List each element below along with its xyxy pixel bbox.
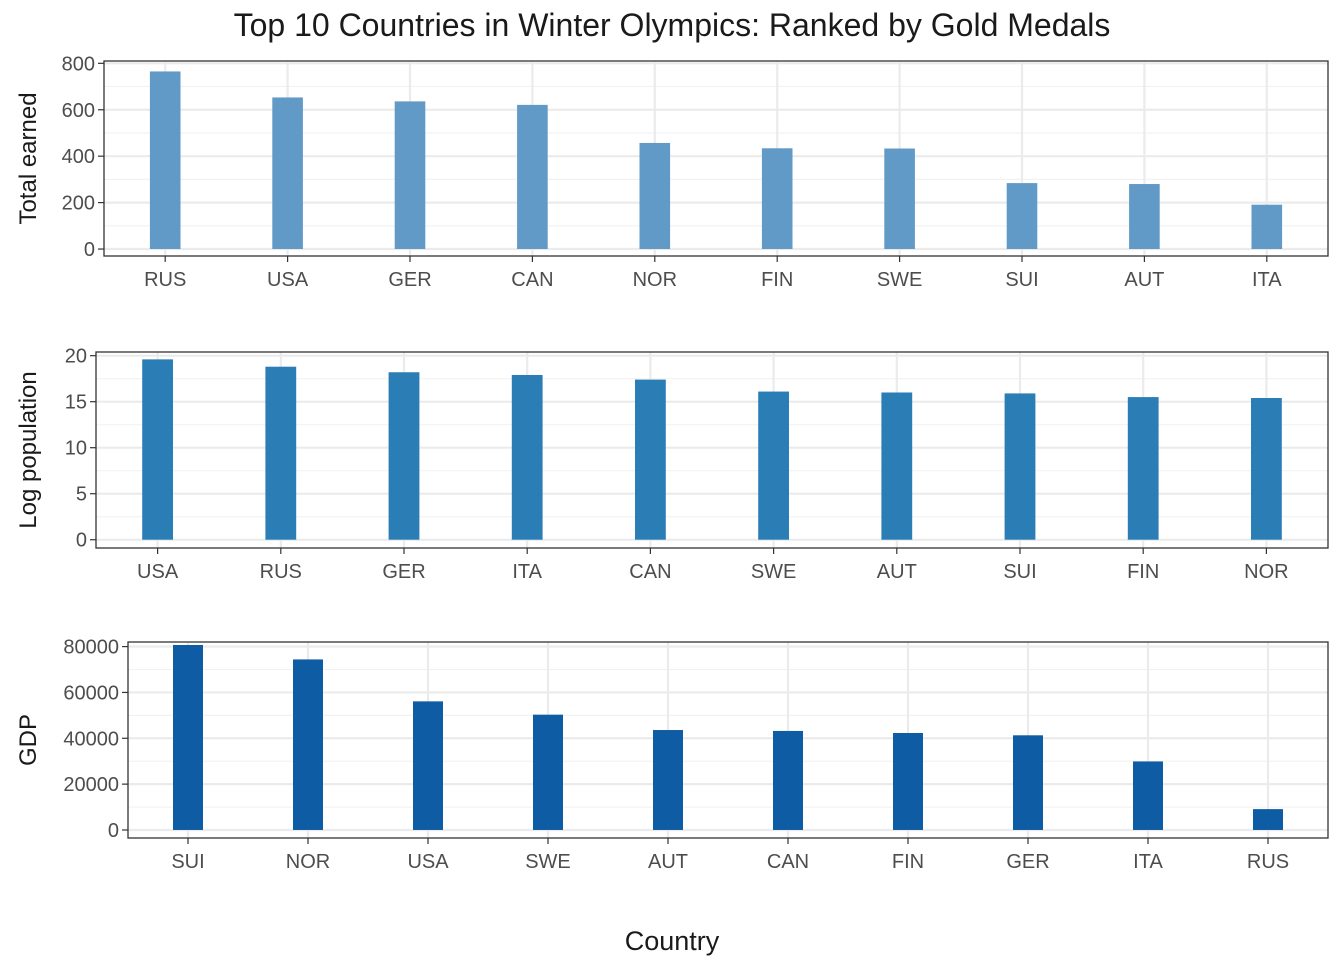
x-tick-label: AUT [877, 561, 917, 583]
bar-fin [1127, 397, 1159, 540]
y-tick-label: 400 [62, 146, 95, 168]
bar-aut [1129, 184, 1160, 250]
y-tick-label: 200 [62, 193, 95, 215]
x-tick-label: USA [137, 561, 179, 583]
panel-background [104, 61, 1328, 256]
y-axis-label: Total earned [15, 92, 42, 224]
x-tick-label: RUS [1247, 851, 1289, 873]
bar-swe [884, 148, 915, 250]
panel-3: 0 20000 40000 60000 80000 SUI NOR USA SWE AUT CAN F… [15, 637, 1329, 873]
y-tick-label: 20000 [63, 774, 119, 796]
bar-fin [893, 733, 923, 830]
bar-nor [1251, 398, 1282, 540]
y-tick-label: 40000 [63, 728, 119, 750]
x-tick-label: AUT [648, 851, 688, 873]
bar-swe [758, 391, 789, 540]
bar-ita [511, 375, 543, 540]
x-tick-label: NOR [1244, 561, 1288, 583]
x-tick-label: CAN [767, 851, 809, 873]
bar-ger [394, 101, 426, 250]
y-tick-label: 0 [76, 530, 87, 552]
bar-can [773, 730, 803, 830]
x-tick-label: AUT [1124, 269, 1164, 291]
y-tick-label: 0 [84, 239, 95, 261]
panel-background [96, 352, 1328, 548]
x-tick-label: ITA [1133, 851, 1163, 873]
x-tick-label: RUS [144, 269, 186, 291]
y-tick-label: 5 [76, 484, 87, 506]
x-axis-label: Country [625, 926, 720, 956]
bar-ita [1251, 204, 1283, 250]
bar-can [635, 379, 666, 540]
bar-sui [1006, 183, 1038, 250]
x-tick-label: NOR [633, 269, 677, 291]
x-tick-label: SWE [751, 561, 797, 583]
x-tick-label: SUI [1005, 269, 1038, 291]
x-tick-label: CAN [511, 269, 553, 291]
x-tick-label: GER [382, 561, 425, 583]
bar-nor [639, 142, 671, 250]
bar-ita [1133, 761, 1163, 830]
bar-rus [149, 71, 181, 250]
x-tick-label: GER [1006, 851, 1049, 873]
y-tick-label: 80000 [63, 637, 119, 659]
bar-swe [533, 714, 563, 830]
bar-nor [293, 659, 323, 830]
bar-rus [1253, 809, 1283, 830]
x-tick-label: FIN [892, 851, 924, 873]
panel-border [95, 351, 1329, 549]
x-tick-label: RUS [260, 561, 302, 583]
bar-can [517, 104, 548, 250]
x-tick-label: SUI [1003, 561, 1036, 583]
bar-usa [272, 97, 303, 250]
x-tick-label: SUI [171, 851, 204, 873]
x-tick-label: GER [388, 269, 431, 291]
y-axis-label: GDP [15, 714, 42, 766]
x-tick-label: FIN [761, 269, 793, 291]
y-tick-label: 60000 [63, 682, 119, 704]
panel-border [103, 60, 1329, 257]
bar-sui [173, 644, 203, 830]
bar-ger [388, 372, 420, 540]
y-tick-label: 800 [62, 53, 95, 75]
chart-title: Top 10 Countries in Winter Olympics: Ran… [234, 7, 1111, 43]
panel-2: 0 5 10 15 20 USA RUS GER ITA CAN SWE AUT SUI FIN NOR Lo… [15, 346, 1329, 583]
x-tick-label: CAN [629, 561, 671, 583]
x-tick-label: USA [407, 851, 449, 873]
bar-fin [761, 148, 793, 250]
y-tick-label: 10 [65, 438, 87, 460]
x-tick-label: SWE [525, 851, 571, 873]
y-tick-label: 20 [65, 346, 87, 368]
x-tick-label: ITA [1252, 269, 1282, 291]
bar-rus [265, 366, 297, 540]
panel-border [127, 641, 1329, 839]
y-axis-label: Log population [15, 371, 42, 528]
bar-aut [653, 730, 683, 830]
panel-background [128, 642, 1328, 838]
bar-usa [413, 701, 443, 830]
x-tick-label: FIN [1127, 561, 1159, 583]
y-tick-label: 600 [62, 100, 95, 122]
bar-ger [1013, 735, 1043, 830]
y-tick-label: 0 [108, 820, 119, 842]
x-tick-label: ITA [512, 561, 542, 583]
y-tick-label: 15 [65, 392, 87, 414]
bar-sui [1004, 393, 1036, 540]
bar-aut [881, 392, 913, 540]
bar-usa [142, 359, 173, 540]
x-tick-label: SWE [877, 269, 923, 291]
x-tick-label: NOR [286, 851, 330, 873]
panel-1: 0 200 400 600 800 RUS USA GER CAN NOR FIN SWE SUI AUT… [15, 53, 1329, 291]
x-tick-label: USA [267, 269, 309, 291]
